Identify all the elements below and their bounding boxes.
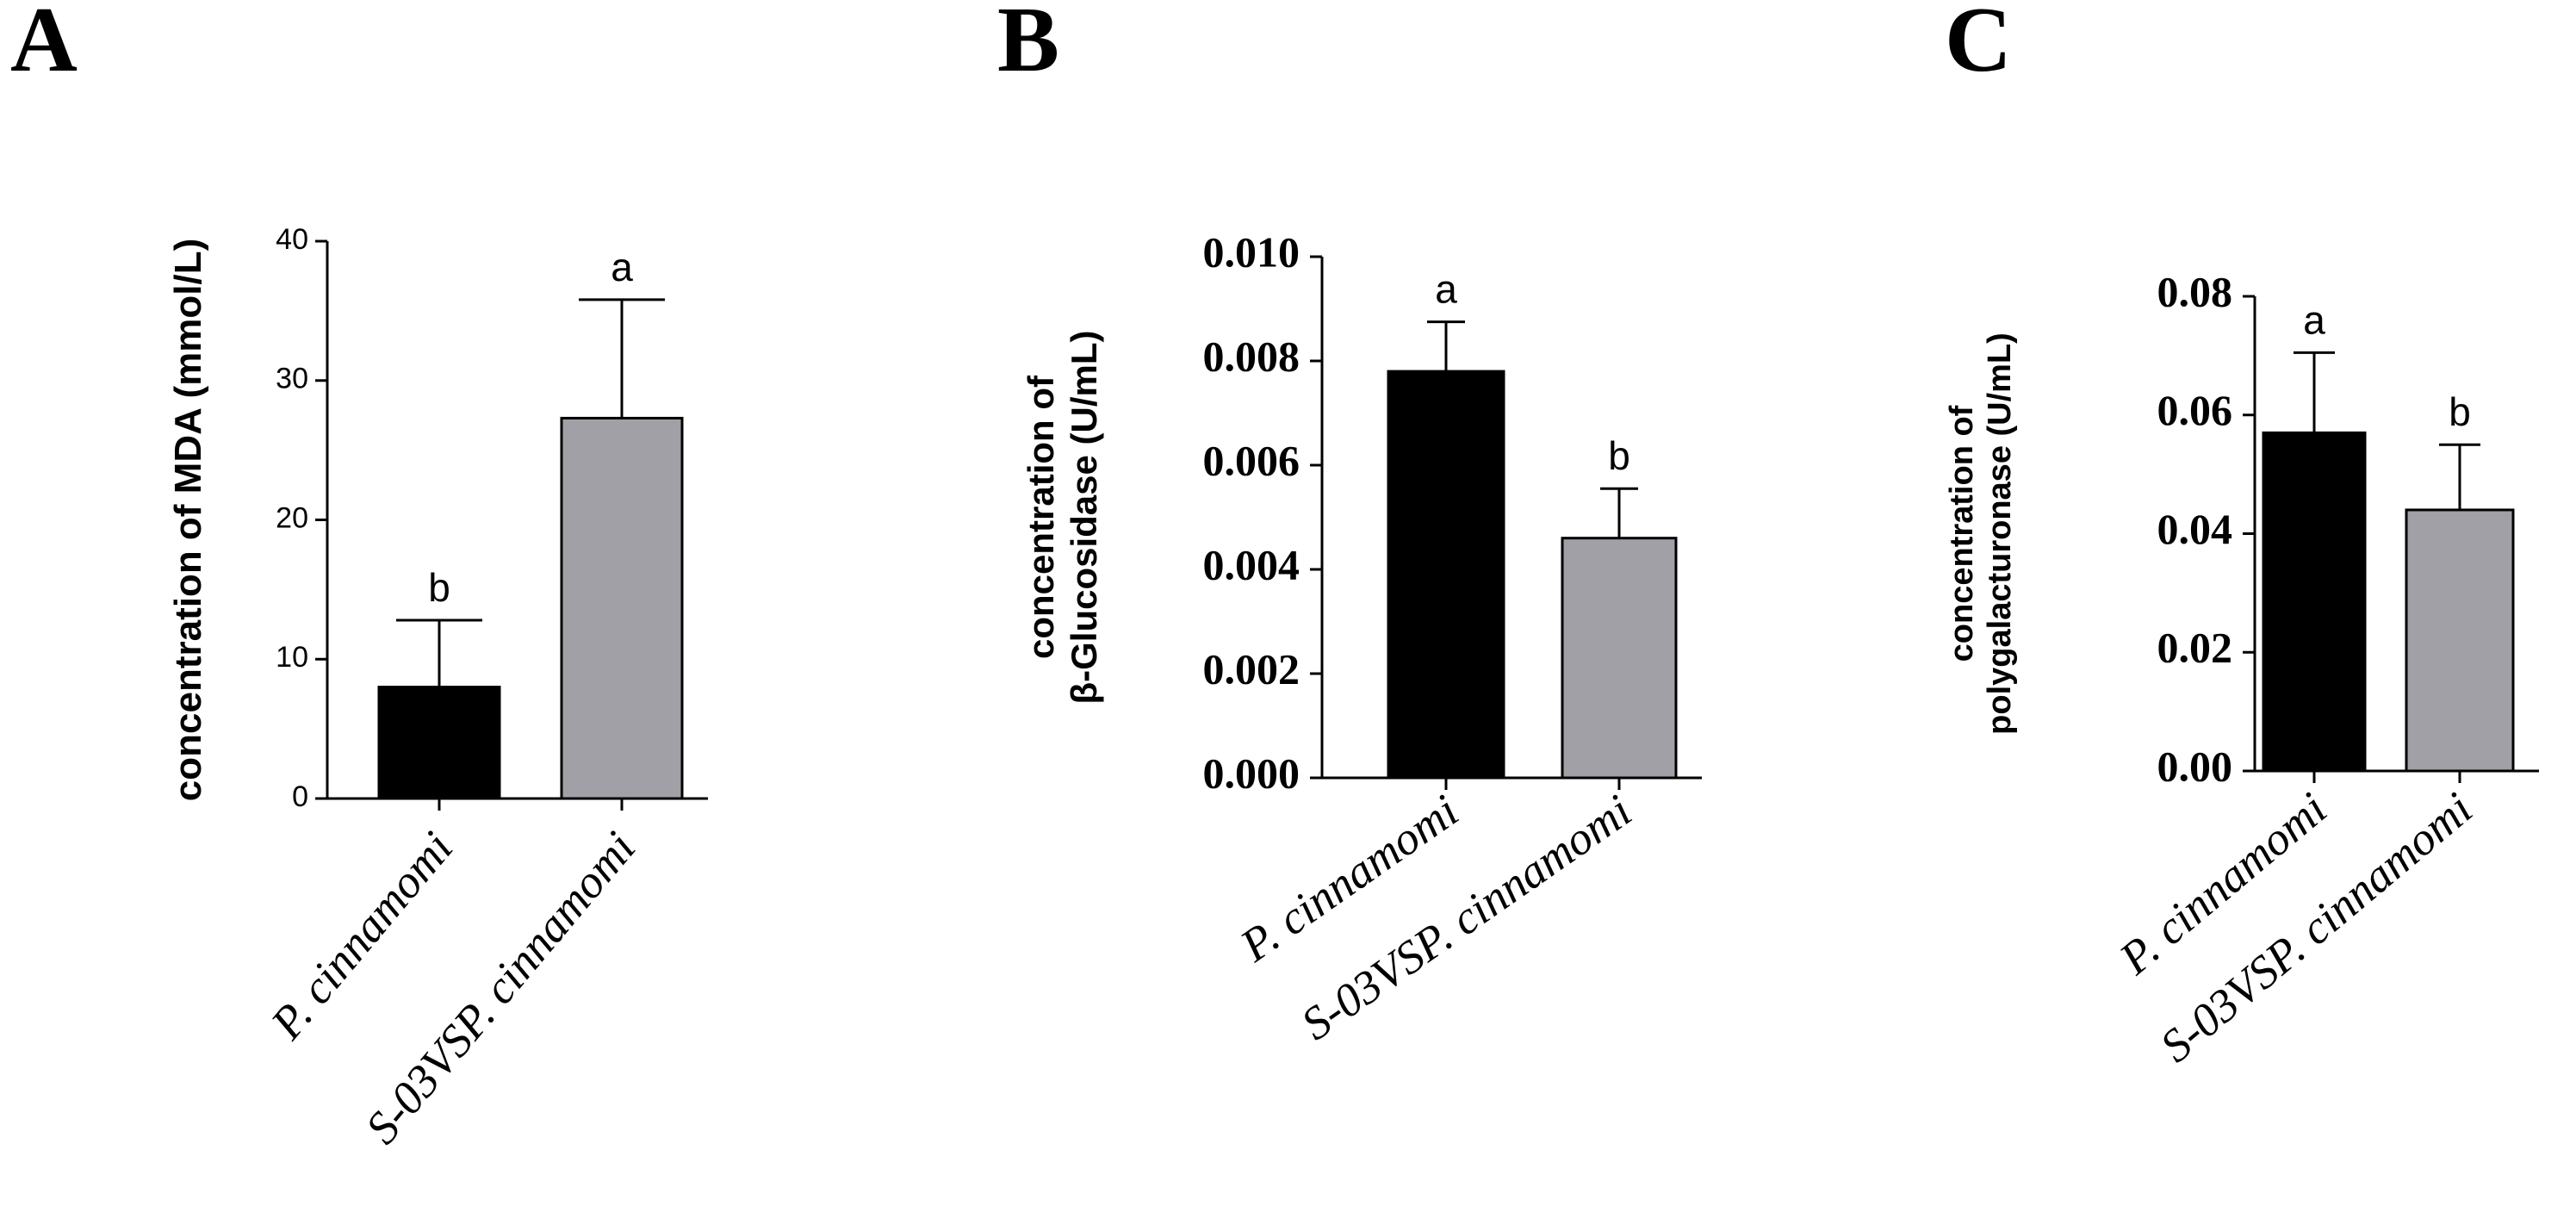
panel-label: A [10, 0, 78, 91]
y-tick-label: 0.08 [2157, 267, 2233, 315]
y-axis-label: concentration of MDA (mmol/L) [167, 239, 209, 801]
category-label: S-03VSP. cinnamomi [1292, 785, 1641, 1050]
y-axis-label: concentration ofβ-Glucosidase (U/mL) [1021, 330, 1104, 704]
y-tick-label: 0.000 [1203, 749, 1300, 797]
y-tick-label: 0 [292, 780, 308, 813]
panel-c: C 0.00 0.02 0.04 0.06 0.08 concentration ofpol… [1944, 0, 2539, 1072]
y-axis-label: concentration ofpolygalacturonase (U/mL) [1944, 333, 2018, 735]
panel-label: B [997, 0, 1059, 91]
bar [2405, 508, 2515, 773]
significance-letter: a [1435, 267, 1457, 312]
category-label: P. cinnamomi [260, 822, 462, 1049]
y-tick-label: 40 [276, 223, 308, 256]
y-tick-label: 20 [276, 501, 308, 534]
y-tick-label: 0.008 [1203, 332, 1300, 380]
significance-letter: b [2449, 389, 2471, 434]
significance-letter: b [1608, 433, 1630, 478]
y-tick-label: 30 [276, 363, 308, 395]
significance-letter: a [611, 245, 633, 289]
y-axis-label-line: concentration of MDA (mmol/L) [167, 239, 209, 801]
significance-letter: b [428, 565, 450, 610]
bar [1387, 370, 1505, 780]
y-tick-label: 0.02 [2157, 624, 2233, 672]
significance-letter: a [2303, 297, 2325, 342]
panel-label: C [1945, 0, 2012, 91]
y-tick-label: 10 [276, 641, 308, 674]
panel-a: A 0 10 20 30 40 concentration of MDA (mmol/L) b… [10, 0, 708, 1153]
y-axis-label-line: concentration of [1021, 375, 1061, 659]
y-axis-label-line: polygalacturonase (U/mL) [1982, 333, 2018, 735]
y-tick-label: 0.006 [1203, 436, 1300, 484]
y-tick-label: 0.004 [1203, 540, 1300, 588]
y-axis-label-line: β-Glucosidase (U/mL) [1064, 330, 1104, 704]
bar [1561, 537, 1678, 780]
bar [2262, 431, 2367, 773]
y-tick-label: 0.002 [1203, 644, 1300, 693]
bar [560, 416, 684, 800]
bar [377, 686, 501, 800]
y-tick-label: 0.010 [1203, 227, 1300, 276]
panel-b: B 0.000 0.002 0.004 0.006 0.008 0.010 concentra… [997, 0, 1702, 1050]
y-tick-label: 0.04 [2157, 505, 2233, 553]
y-axis-label-line: concentration of [1944, 405, 1980, 662]
y-tick-label: 0.06 [2157, 386, 2233, 434]
y-tick-label: 0.00 [2157, 742, 2233, 790]
